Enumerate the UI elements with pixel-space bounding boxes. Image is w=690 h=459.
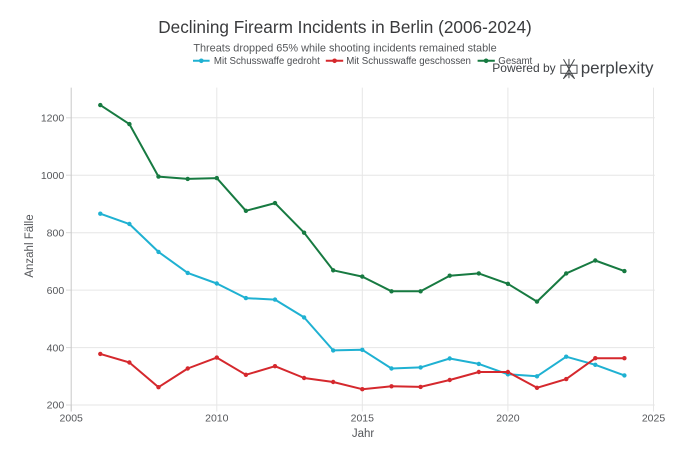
svg-text:2005: 2005 — [60, 413, 84, 425]
svg-text:perplexity: perplexity — [581, 59, 654, 78]
svg-text:800: 800 — [47, 227, 65, 239]
svg-text:2020: 2020 — [496, 413, 520, 425]
svg-text:Gesamt: Gesamt — [498, 56, 532, 67]
svg-text:2025: 2025 — [642, 413, 666, 425]
svg-text:Mit Schusswaffe gedroht: Mit Schusswaffe gedroht — [214, 56, 320, 67]
svg-text:1200: 1200 — [41, 113, 65, 125]
svg-text:1000: 1000 — [41, 170, 65, 182]
svg-text:Threats dropped 65% while shoo: Threats dropped 65% while shooting incid… — [193, 43, 496, 55]
svg-text:400: 400 — [47, 342, 65, 354]
svg-text:Mit Schusswaffe geschossen: Mit Schusswaffe geschossen — [346, 56, 471, 67]
svg-text:Jahr: Jahr — [352, 428, 375, 440]
svg-text:Declining Firearm Incidents in: Declining Firearm Incidents in Berlin (2… — [158, 17, 532, 37]
svg-text:Powered by: Powered by — [492, 61, 555, 75]
svg-text:600: 600 — [47, 285, 65, 297]
svg-text:200: 200 — [47, 400, 65, 412]
svg-text:Anzahl Fälle: Anzahl Fälle — [24, 214, 36, 277]
svg-text:2010: 2010 — [205, 413, 229, 425]
svg-text:2015: 2015 — [351, 413, 375, 425]
